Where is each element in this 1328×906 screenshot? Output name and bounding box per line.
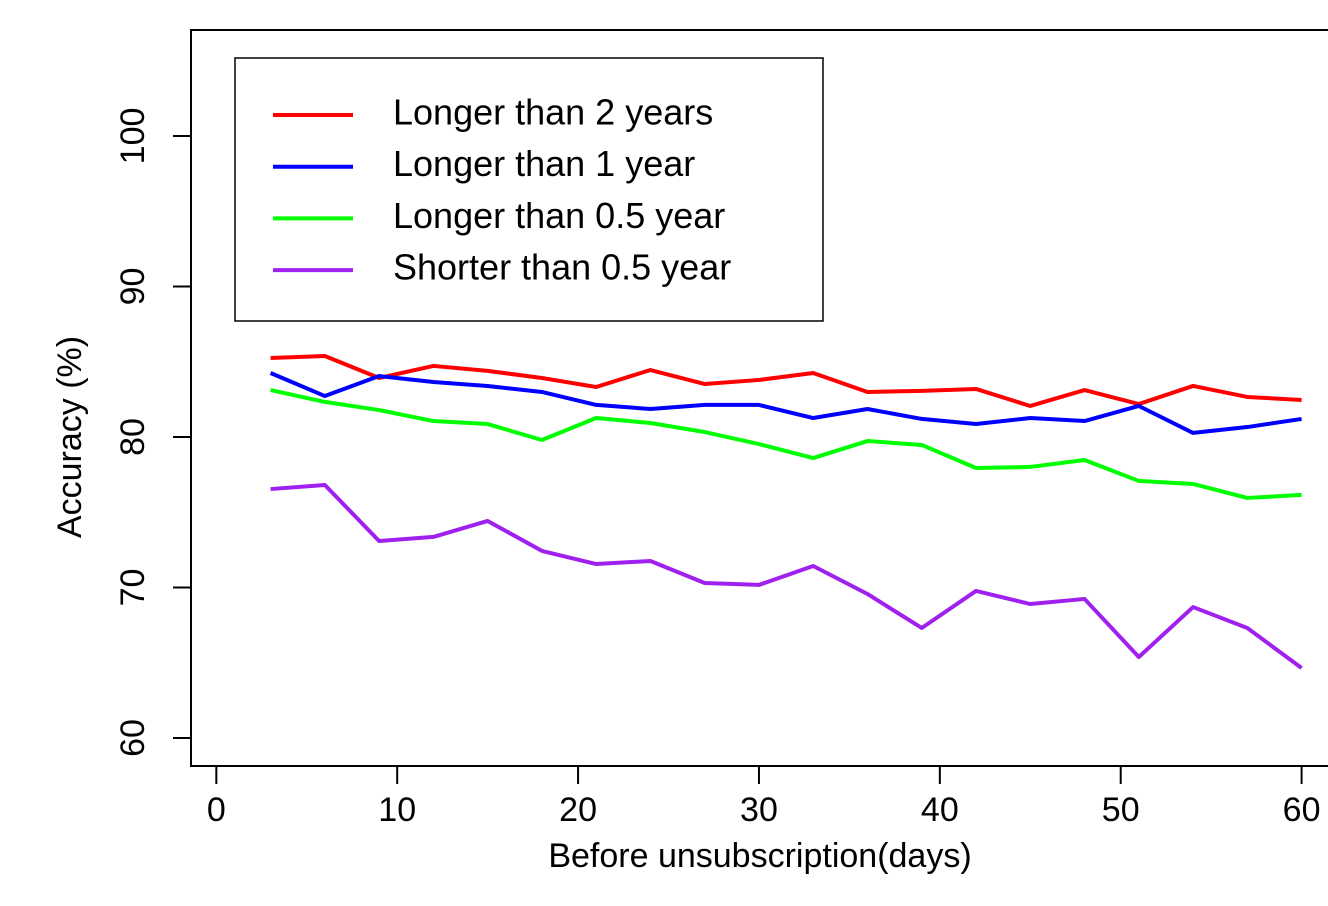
x-tick-label: 0 [207, 791, 226, 829]
x-tick-label: 10 [378, 791, 416, 829]
legend-label: Shorter than 0.5 year [393, 247, 731, 288]
y-tick-label: 90 [114, 268, 152, 306]
legend-label: Longer than 0.5 year [393, 195, 725, 236]
x-tick-label: 30 [740, 791, 778, 829]
data-line [270, 482, 1303, 670]
x-tick-label: 60 [1283, 791, 1321, 829]
y-tick-label: 70 [114, 569, 152, 607]
x-tick-label: 40 [921, 791, 959, 829]
data-line [270, 354, 1302, 408]
x-axis-label: Before unsubscription(days) [548, 837, 971, 875]
legend-label: Longer than 1 year [393, 143, 695, 184]
y-axis-label: Accuracy (%) [51, 336, 89, 538]
x-tick-label: 50 [1102, 791, 1140, 829]
data-line [269, 371, 1302, 435]
legend-box [234, 57, 824, 322]
y-tick-label: 80 [114, 418, 152, 456]
data-line [270, 388, 1302, 500]
y-tick-label: 100 [114, 108, 152, 165]
legend-label: Longer than 2 years [393, 92, 713, 133]
x-tick-label: 20 [559, 791, 597, 829]
y-tick-label: 60 [114, 719, 152, 757]
